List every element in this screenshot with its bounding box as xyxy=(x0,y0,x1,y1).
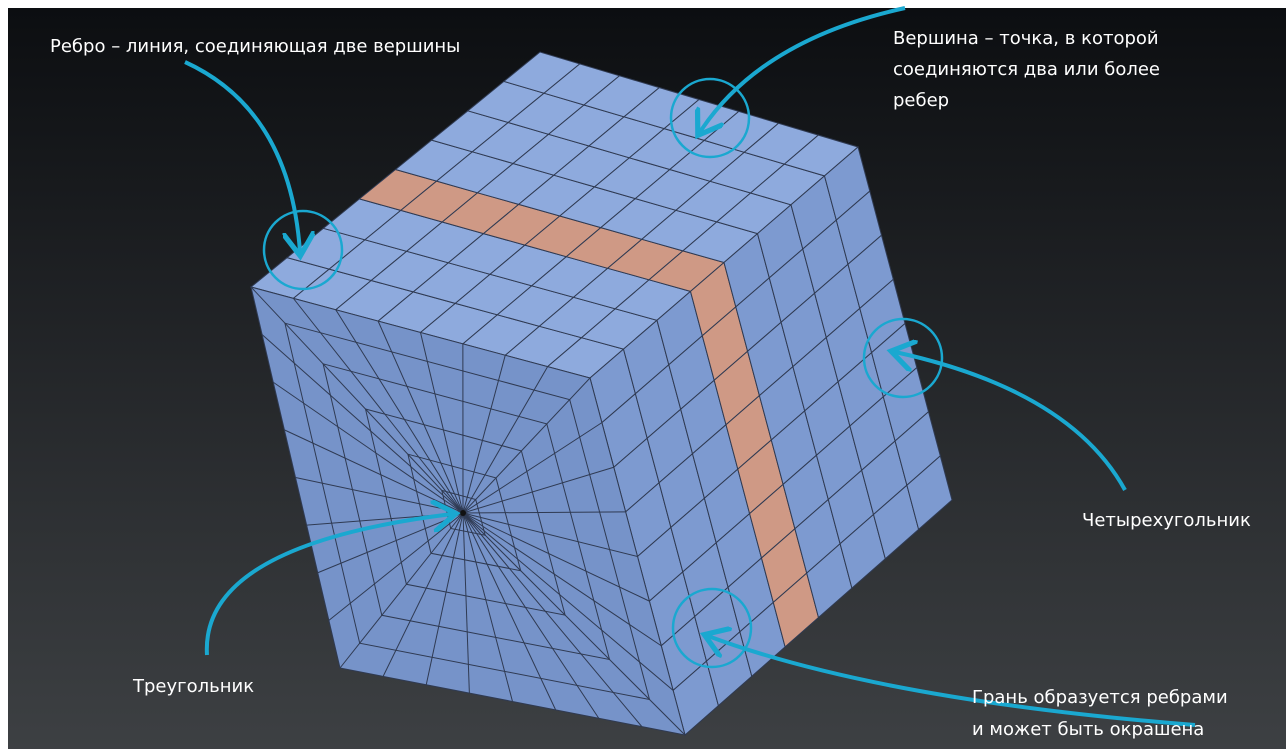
highlight-circle xyxy=(669,77,751,159)
edge xyxy=(462,512,470,694)
edge xyxy=(261,334,464,514)
edge xyxy=(462,512,643,727)
edge xyxy=(462,366,549,514)
annotation-line: Ребро – линия, соединяющая две вершины xyxy=(50,36,460,57)
edge xyxy=(462,512,662,647)
edge xyxy=(462,512,600,719)
annotation-line: Вершина – точка, в которой xyxy=(893,28,1159,49)
edge xyxy=(382,512,464,677)
edge xyxy=(339,512,464,669)
annotation-line: Треугольник xyxy=(132,676,254,697)
highlight-circle xyxy=(671,587,753,669)
edge xyxy=(335,309,464,514)
edge xyxy=(462,422,603,514)
highlight-circle xyxy=(262,209,344,291)
annotation: Четырехугольник xyxy=(1082,510,1251,531)
annotation-line: соединяются два или более xyxy=(893,59,1160,80)
arrow xyxy=(895,352,1127,491)
edge xyxy=(462,512,686,736)
arrow xyxy=(708,636,1196,727)
edge xyxy=(462,511,626,514)
annotation: Треугольник xyxy=(132,676,254,697)
highlight-circle xyxy=(862,317,944,399)
edge xyxy=(462,512,557,711)
edge xyxy=(462,512,674,691)
arrow xyxy=(204,514,452,656)
edge xyxy=(250,286,464,514)
arrow xyxy=(700,6,906,132)
edge xyxy=(462,512,513,702)
annotation-line: Четырехугольник xyxy=(1082,510,1251,531)
edge xyxy=(377,320,464,514)
annotation: Грань образуется ребрами и может быть ок… xyxy=(972,687,1233,740)
annotation-line: и может быть окрашена xyxy=(972,719,1204,740)
edge xyxy=(462,512,638,557)
edge xyxy=(462,377,591,514)
face xyxy=(906,454,953,531)
annotation-line: ребер xyxy=(893,90,949,111)
edge xyxy=(462,466,614,514)
edge xyxy=(420,332,464,514)
edge xyxy=(462,355,506,514)
edge xyxy=(425,512,464,685)
vertex xyxy=(460,510,466,516)
edge xyxy=(292,298,464,514)
annotation: Ребро – линия, соединяющая две вершины xyxy=(50,36,460,57)
arrow xyxy=(184,60,300,252)
annotation: Вершина – точка, в которой соединяются д… xyxy=(893,28,1166,111)
edge xyxy=(462,512,650,602)
edge xyxy=(272,381,464,514)
annotation-line: Грань образуется ребрами xyxy=(972,687,1228,708)
callouts xyxy=(184,6,1196,727)
